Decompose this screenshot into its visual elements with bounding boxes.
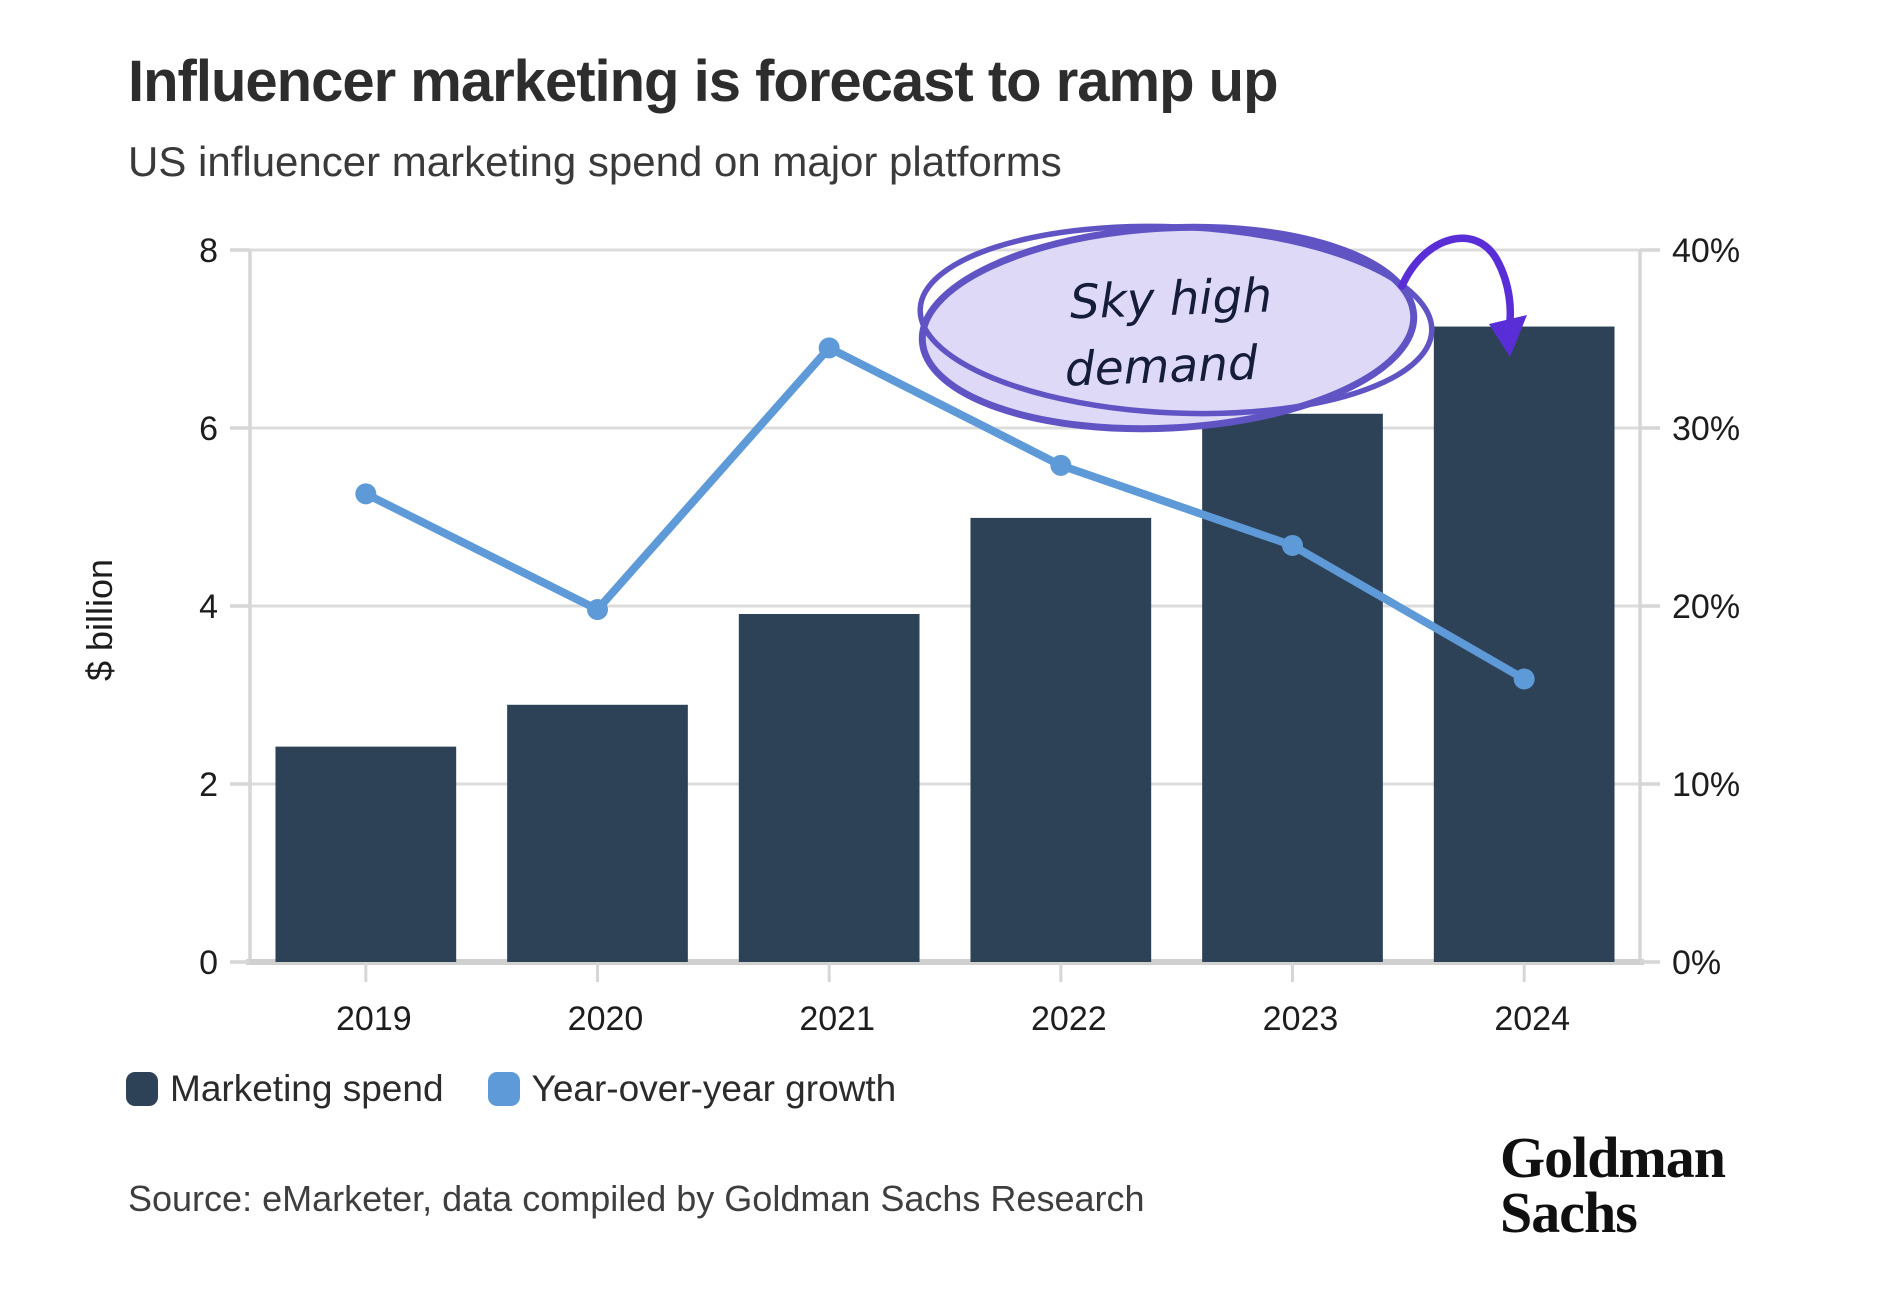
yoy-growth-swatch-icon: [487, 1072, 520, 1106]
bar-2023: [1202, 413, 1383, 962]
line-series-yoy-growth: [355, 337, 1535, 690]
x-tick-label-2022: 2022: [1031, 1000, 1107, 1038]
legend-label-marketing-spend: Marketing spend: [170, 1068, 444, 1109]
page-subtitle: US influencer marketing spend on major p…: [128, 138, 1062, 185]
bar-2019: [275, 746, 457, 962]
right-tick-label-10%: 10%: [1672, 766, 1740, 804]
x-tick-label-2023: 2023: [1263, 1000, 1339, 1038]
legend-label-yoy-growth: Year-over-year growth: [531, 1068, 897, 1109]
x-tick-label-2019: 2019: [336, 1000, 412, 1038]
source-note: Source: eMarketer, data compiled by Gold…: [128, 1178, 1145, 1219]
logo-line2: Sachs: [1500, 1180, 1638, 1246]
annotation-text-line1: Sky high: [1069, 268, 1273, 330]
axes: [230, 248, 1660, 982]
bar-2020: [507, 704, 688, 962]
x-tick-label-2021: 2021: [799, 1000, 875, 1038]
goldman-sachs-logo: Goldman Sachs: [1500, 1125, 1726, 1246]
annotation-arrowhead-icon: [1489, 315, 1527, 357]
annotation-ellipse-fill: [922, 227, 1414, 429]
annotation-text-line2: demand: [1064, 336, 1260, 398]
data-point-2022: [1050, 454, 1072, 476]
sky-high-demand-annotation: Sky high demand: [917, 223, 1527, 433]
logo-line1: Goldman: [1500, 1125, 1726, 1190]
data-point-2020: [587, 599, 608, 621]
annotation-ellipse-stroke-2: [917, 223, 1435, 417]
legend-item-yoy-growth: Year-over-year growth: [487, 1068, 897, 1110]
data-point-2021: [818, 337, 840, 359]
x-tick-label-2024: 2024: [1494, 1000, 1570, 1038]
left-tick-label-0: 0: [199, 944, 218, 982]
right-tick-label-0%: 0%: [1672, 944, 1721, 982]
marketing-spend-swatch-icon: [126, 1072, 158, 1106]
left-tick-label-4: 4: [199, 588, 218, 626]
right-tick-label-40%: 40%: [1672, 232, 1740, 270]
data-point-2019: [355, 483, 377, 505]
legend-item-marketing-spend: Marketing spend: [126, 1068, 444, 1110]
x-tick-label-2020: 2020: [568, 1000, 644, 1038]
right-tick-label-30%: 30%: [1672, 410, 1740, 448]
data-point-2023: [1282, 534, 1303, 556]
annotation-arrow: [1398, 234, 1515, 338]
yoy-growth-line: [361, 343, 1529, 683]
gridlines: [250, 248, 1640, 786]
bar-2022: [970, 517, 1152, 962]
right-tick-label-20%: 20%: [1672, 588, 1740, 626]
left-tick-label-2: 2: [199, 766, 218, 804]
data-point-2024: [1513, 668, 1535, 690]
legend: Marketing spend Year-over-year growth: [126, 1068, 896, 1110]
page-title: Influencer marketing is forecast to ramp…: [128, 49, 1279, 114]
bar-2021: [738, 614, 920, 962]
left-tick-label-8: 8: [199, 232, 218, 270]
left-tick-label-6: 6: [199, 410, 218, 448]
tick-labels: 0 2 4 6 8 0% 10% 20% 30% 40% 2019 2020 2021 2022 2023 2…: [199, 232, 1740, 1038]
bar-series-marketing-spend: [275, 326, 1615, 962]
